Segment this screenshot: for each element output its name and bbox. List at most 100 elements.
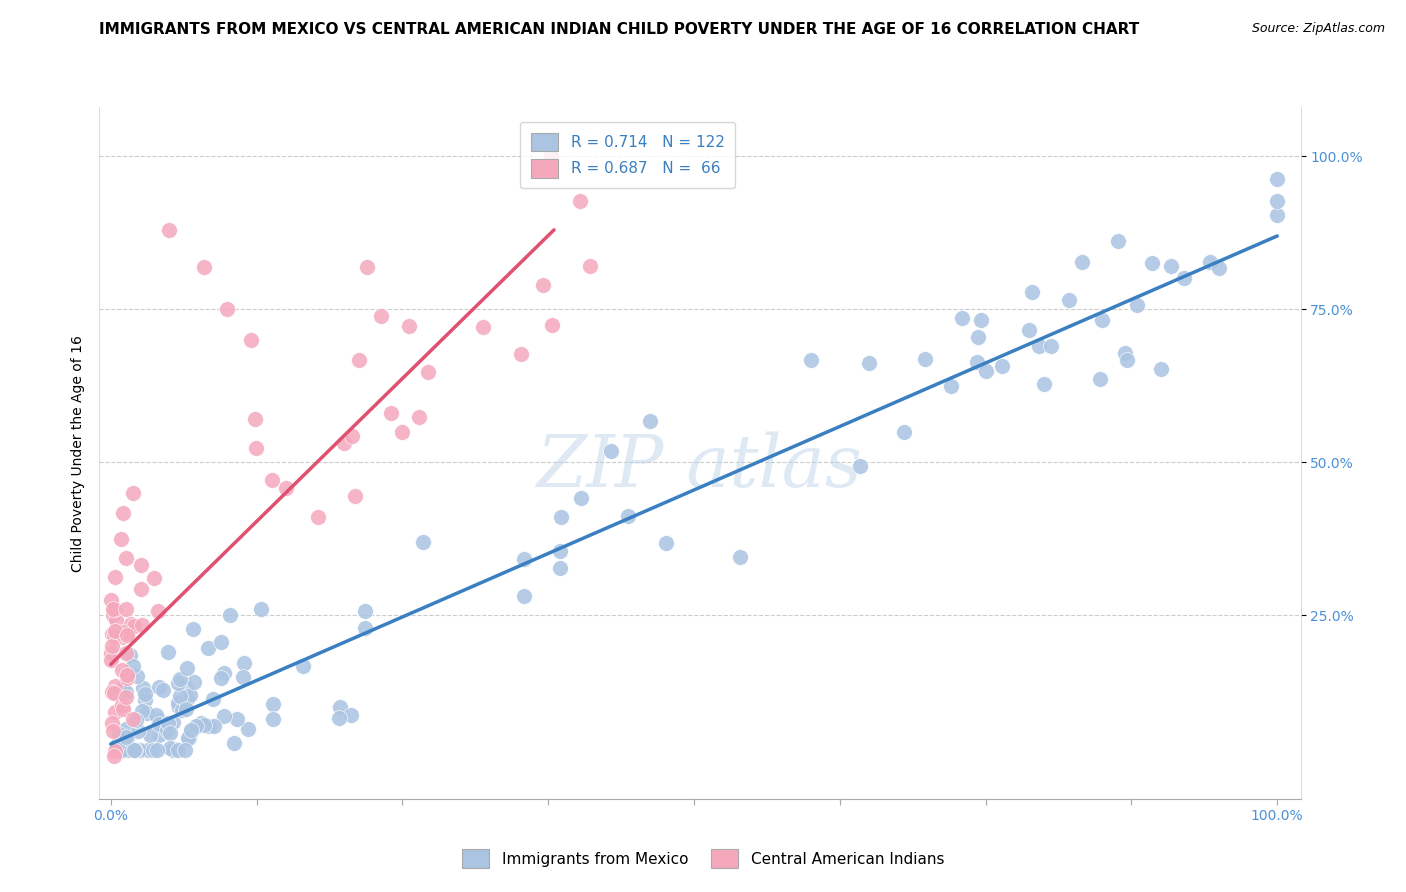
Point xyxy=(159,740,181,755)
Point xyxy=(128,743,150,757)
Point xyxy=(105,614,128,628)
Point xyxy=(167,696,190,710)
Point xyxy=(103,629,125,643)
Point xyxy=(212,665,235,680)
Point xyxy=(197,640,219,655)
Point xyxy=(114,646,136,660)
Point xyxy=(655,536,678,550)
Point xyxy=(245,442,267,456)
Point xyxy=(262,697,284,711)
Point xyxy=(262,473,284,487)
Legend: Immigrants from Mexico, Central American Indians: Immigrants from Mexico, Central American… xyxy=(454,841,952,875)
Point xyxy=(250,601,273,615)
Point xyxy=(111,743,134,757)
Point xyxy=(1173,271,1195,285)
Point xyxy=(103,686,125,700)
Point xyxy=(966,330,988,344)
Point xyxy=(512,552,534,566)
Point xyxy=(184,719,207,733)
Point xyxy=(101,627,124,641)
Point xyxy=(152,682,174,697)
Point xyxy=(858,356,880,370)
Point xyxy=(101,602,124,616)
Point xyxy=(100,593,122,607)
Point xyxy=(103,607,125,622)
Point xyxy=(136,743,159,757)
Point xyxy=(176,702,198,716)
Point xyxy=(1198,255,1220,269)
Point xyxy=(148,728,170,742)
Point xyxy=(893,425,915,440)
Point xyxy=(1021,285,1043,300)
Point xyxy=(129,743,152,757)
Point xyxy=(914,351,936,366)
Point xyxy=(1114,346,1136,360)
Point xyxy=(333,435,356,450)
Point xyxy=(108,726,131,740)
Point xyxy=(170,702,193,716)
Point xyxy=(548,543,571,558)
Point xyxy=(472,320,495,334)
Y-axis label: Child Poverty Under the Age of 16: Child Poverty Under the Age of 16 xyxy=(72,334,86,572)
Point xyxy=(380,406,402,420)
Point xyxy=(183,675,205,690)
Point xyxy=(212,708,235,723)
Point xyxy=(129,743,152,757)
Point xyxy=(124,619,146,633)
Point xyxy=(1140,256,1163,270)
Point xyxy=(209,671,232,685)
Point xyxy=(145,743,167,757)
Point xyxy=(569,491,592,505)
Point xyxy=(1265,208,1288,222)
Point xyxy=(548,561,571,575)
Point xyxy=(111,702,134,716)
Point xyxy=(163,742,186,756)
Point xyxy=(105,739,128,753)
Point xyxy=(391,425,413,439)
Point xyxy=(939,379,962,393)
Point xyxy=(115,550,138,565)
Point xyxy=(1160,259,1182,273)
Point xyxy=(217,302,239,317)
Point xyxy=(198,719,221,733)
Point xyxy=(115,722,138,736)
Point xyxy=(134,693,156,707)
Point xyxy=(1126,298,1149,312)
Point xyxy=(146,604,169,618)
Point xyxy=(848,458,870,473)
Point xyxy=(169,672,191,686)
Point xyxy=(232,670,254,684)
Point xyxy=(219,608,242,623)
Point xyxy=(103,749,125,764)
Point xyxy=(1265,172,1288,186)
Point xyxy=(638,414,661,428)
Point xyxy=(1208,261,1230,276)
Point xyxy=(211,635,233,649)
Point xyxy=(174,681,197,696)
Point xyxy=(120,648,142,662)
Point xyxy=(139,728,162,742)
Point xyxy=(408,410,430,425)
Point xyxy=(111,625,134,640)
Point xyxy=(157,715,180,730)
Point xyxy=(111,631,134,645)
Point xyxy=(292,659,315,673)
Point xyxy=(728,550,751,565)
Point xyxy=(531,277,554,292)
Point xyxy=(541,318,564,332)
Point xyxy=(180,724,202,739)
Point xyxy=(1018,323,1040,337)
Point xyxy=(1091,312,1114,326)
Point xyxy=(162,743,184,757)
Point xyxy=(245,412,267,426)
Point xyxy=(125,743,148,757)
Point xyxy=(104,705,127,719)
Point xyxy=(111,682,134,697)
Point xyxy=(131,618,153,632)
Point xyxy=(127,724,149,739)
Point xyxy=(101,639,124,653)
Point xyxy=(134,687,156,701)
Point xyxy=(124,743,146,757)
Point xyxy=(991,359,1014,374)
Point xyxy=(162,715,184,730)
